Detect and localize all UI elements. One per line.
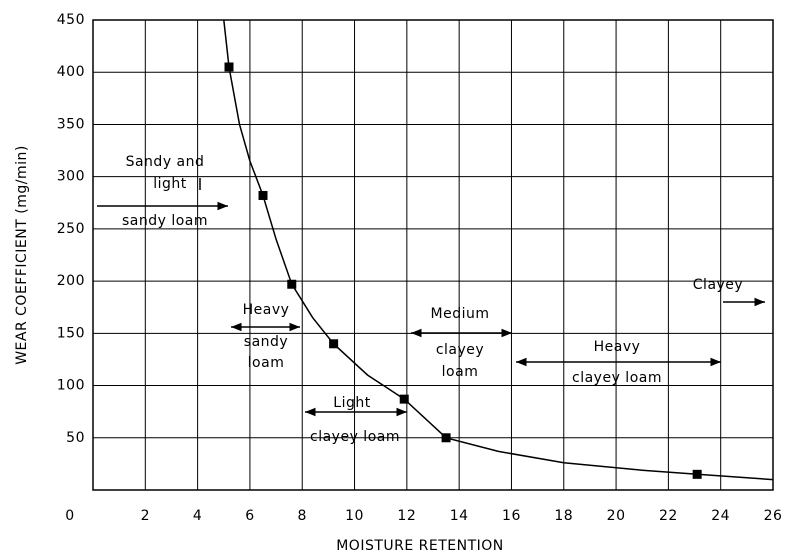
data-point xyxy=(692,469,702,479)
annotation-text: clayey xyxy=(436,342,484,358)
y-tick-label: 450 xyxy=(57,12,85,28)
y-tick-label: 350 xyxy=(57,116,85,132)
annotation-text: sandy loam xyxy=(122,213,208,229)
x-tick-label: 26 xyxy=(764,508,783,524)
annotation-text: Heavy xyxy=(594,339,641,355)
annotation-text: sandy xyxy=(244,334,288,350)
data-point xyxy=(399,394,409,404)
y-tick-label: 400 xyxy=(57,64,85,80)
y-tick-label: 300 xyxy=(57,169,85,185)
y-tick-label: 100 xyxy=(57,378,85,394)
annotation-text: clayey loam xyxy=(310,429,400,445)
data-point xyxy=(224,62,234,72)
annotation-text: loam xyxy=(248,355,285,371)
data-point xyxy=(329,339,339,349)
x-tick-label: 16 xyxy=(502,508,521,524)
annotation-text: Heavy xyxy=(243,302,290,318)
annotation-text: loam xyxy=(442,364,479,380)
x-tick-label: 2 xyxy=(141,508,150,524)
plot-frame xyxy=(92,19,774,491)
annotation-text: Clayey xyxy=(693,277,743,293)
x-tick-label: 6 xyxy=(245,508,254,524)
fit-curve xyxy=(223,19,774,481)
annotation-text: Medium xyxy=(431,306,490,322)
y-axis-label: WEAR COEFFICIENT (mg/min) xyxy=(14,145,30,365)
data-point xyxy=(258,190,268,200)
annotation-text: clayey loam xyxy=(572,370,662,386)
x-tick-label: 20 xyxy=(607,508,626,524)
annotation-text: Sandy and xyxy=(126,154,205,170)
y-tick-label: 50 xyxy=(66,430,85,446)
x-tick-label: 12 xyxy=(397,508,416,524)
y-tick-label: 250 xyxy=(57,221,85,237)
data-point xyxy=(287,279,297,289)
x-tick-label: 0 xyxy=(65,508,74,524)
data-point xyxy=(441,433,451,443)
annotation-text: light xyxy=(153,176,187,192)
x-tick-label: 8 xyxy=(298,508,307,524)
x-tick-label: 24 xyxy=(711,508,730,524)
x-tick-label: 14 xyxy=(450,508,469,524)
y-tick-label: 200 xyxy=(57,273,85,289)
x-tick-label: 4 xyxy=(193,508,202,524)
x-tick-label: 22 xyxy=(659,508,678,524)
x-axis-label: MOISTURE RETENTION xyxy=(336,538,504,554)
annotation-text: Light xyxy=(333,395,370,411)
y-tick-label: 150 xyxy=(57,325,85,341)
x-tick-label: 18 xyxy=(554,508,573,524)
x-tick-label: 10 xyxy=(345,508,364,524)
